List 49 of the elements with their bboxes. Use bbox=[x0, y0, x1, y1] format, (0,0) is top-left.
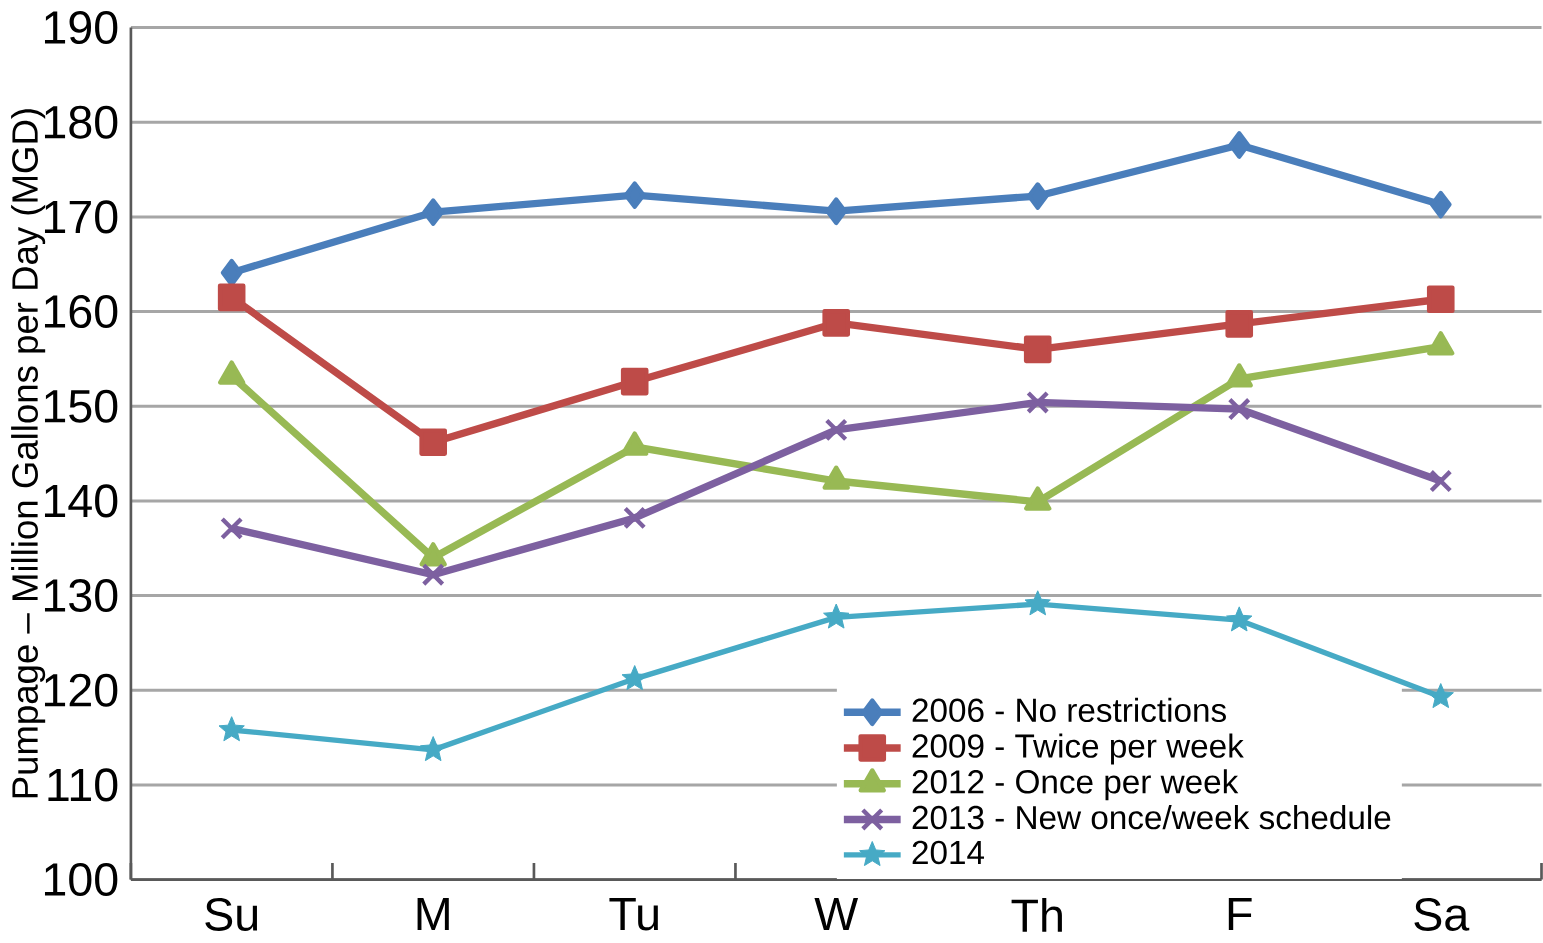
y-tick-label: 130 bbox=[44, 579, 118, 613]
point bbox=[1225, 310, 1254, 338]
point bbox=[1429, 190, 1452, 219]
point bbox=[623, 181, 646, 210]
point bbox=[1026, 182, 1049, 210]
point bbox=[1026, 390, 1050, 415]
y-tick-label: 170 bbox=[44, 200, 118, 234]
point bbox=[1427, 683, 1454, 709]
point bbox=[220, 259, 243, 287]
point bbox=[620, 367, 649, 396]
point bbox=[419, 428, 447, 457]
point bbox=[220, 516, 244, 541]
point bbox=[1023, 335, 1052, 364]
point bbox=[1426, 285, 1455, 314]
legend-label: 2006 - No restrictions bbox=[912, 697, 1226, 723]
legend-label: 2009 - Twice per week bbox=[912, 733, 1244, 765]
point bbox=[823, 603, 850, 629]
point bbox=[422, 198, 445, 227]
y-tick-label: 190 bbox=[44, 11, 118, 45]
y-tick-label: 160 bbox=[44, 295, 118, 329]
point bbox=[623, 506, 647, 530]
legend-label: 2013 - New once/week schedule bbox=[912, 805, 1391, 830]
point bbox=[1429, 469, 1453, 493]
y-tick-label: 100 bbox=[44, 863, 118, 897]
x-tick-label: F bbox=[1228, 898, 1252, 931]
x-tick-label: Sa bbox=[1414, 898, 1470, 932]
point bbox=[822, 309, 851, 337]
legend-label: 2012 - Once per week bbox=[912, 769, 1239, 801]
x-tick-label: Tu bbox=[609, 898, 658, 931]
y-axis-title: Pumpage – Million Gallons per Day (MGD) bbox=[11, 109, 46, 798]
y-tick-label: 120 bbox=[44, 673, 118, 707]
point bbox=[218, 716, 245, 742]
point bbox=[1228, 131, 1251, 159]
point bbox=[1024, 590, 1051, 616]
y-tick-label: 140 bbox=[44, 484, 118, 518]
x-tick-label: W bbox=[814, 898, 859, 931]
y-tick-label: 180 bbox=[44, 105, 118, 139]
point bbox=[1226, 606, 1253, 632]
point bbox=[217, 283, 246, 312]
point bbox=[825, 197, 848, 226]
x-tick-label: Th bbox=[1011, 898, 1062, 932]
point bbox=[421, 563, 445, 587]
x-tick-label: M bbox=[417, 898, 449, 931]
x-tick-label: Su bbox=[205, 898, 258, 932]
legend-label: 2014 bbox=[912, 840, 985, 865]
point bbox=[1227, 397, 1251, 421]
point bbox=[824, 418, 848, 442]
y-tick-label: 150 bbox=[44, 389, 118, 423]
y-tick-label: 110 bbox=[48, 768, 118, 802]
